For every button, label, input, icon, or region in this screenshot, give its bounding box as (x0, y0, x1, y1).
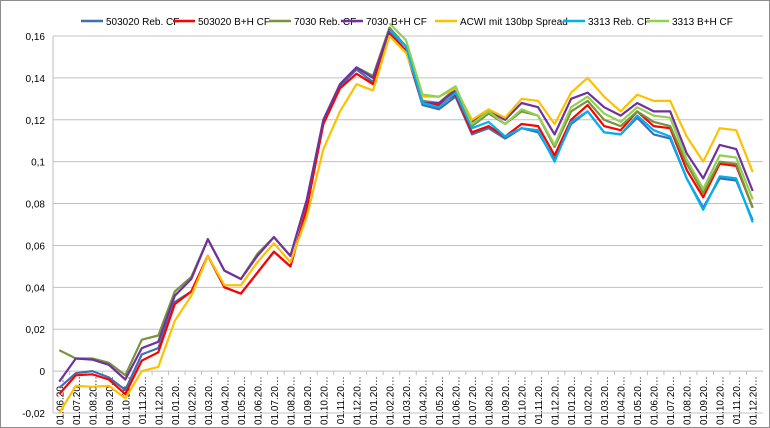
legend-item: ACWI mit 130bp Spread (435, 17, 568, 28)
legend-item: 3313 B+H CF (647, 17, 733, 28)
x-tick-label: 01.10.20… (716, 376, 727, 425)
x-tick-label: 01.12.20… (154, 376, 165, 425)
legend: 503020 Reb. CF 503020 B+H CF 7030 Reb. CF 7… (81, 17, 733, 28)
x-tick-label: 01.06.20… (650, 376, 661, 425)
x-tick-label: 01.04.20… (617, 376, 628, 425)
x-tick-label: 01.05.20… (633, 376, 644, 425)
x-tick-label: 01.02.20… (584, 376, 595, 425)
series-line-2 (58, 26, 754, 377)
x-tick-label: 01.01.20… (171, 376, 182, 425)
x-axis-ticks: 01.06.20… 01.07.20… 01.08.20… 01.09.20… 01.1… (52, 371, 760, 425)
legend-item: 7030 Reb. CF (269, 17, 356, 28)
x-tick-label: 01.03.20… (600, 376, 611, 425)
x-tick-label: 01.07.20… (468, 376, 479, 425)
series-line-4 (58, 34, 754, 414)
legend-label: 7030 B+H CF (366, 17, 427, 28)
y-axis-ticks: -0,02 0 0,02 0,04 0,06 0,08 0,1 0,12 0,14 0,16 (22, 32, 45, 420)
legend-label: 503020 Reb. CF (106, 17, 179, 28)
series-line-6 (388, 22, 754, 200)
x-tick-label: 01.12.20… (749, 376, 760, 425)
x-tick-label: 01.10.20… (518, 376, 529, 425)
x-tick-label: 01.07.20… (666, 376, 677, 425)
x-tick-label: 01.09.20… (699, 376, 710, 425)
x-tick-label: 01.10.20… (319, 376, 330, 425)
y-tick-label: 0,14 (26, 74, 46, 85)
x-tick-label: 01.08.20… (88, 376, 99, 425)
x-tick-label: 01.08.20… (286, 376, 297, 425)
legend-label: 3313 Reb. CF (588, 17, 650, 28)
x-tick-label: 01.09.20… (501, 376, 512, 425)
x-tick-label: 01.04.20… (419, 376, 430, 425)
y-tick-label: -0,02 (22, 409, 45, 420)
legend-label: 3313 B+H CF (672, 17, 733, 28)
legend-item: 3313 Reb. CF (563, 17, 650, 28)
x-tick-label: 01.12.20… (352, 376, 363, 425)
series-line-5 (388, 28, 754, 223)
x-tick-label: 01.08.20… (683, 376, 694, 425)
x-tick-label: 01.07.20… (72, 376, 83, 425)
x-tick-label: 01.12.20… (551, 376, 562, 425)
x-tick-label: 01.11.20… (336, 376, 347, 424)
x-tick-label: 01.02.20… (187, 376, 198, 425)
x-tick-label: 01.03.20… (402, 376, 413, 425)
x-tick-label: 01.06.20… (452, 376, 463, 425)
y-tick-label: 0,16 (26, 32, 46, 43)
legend-label: 7030 Reb. CF (294, 17, 356, 28)
x-tick-label: 01.05.20… (435, 376, 446, 425)
x-tick-label: 01.05.20… (237, 376, 248, 425)
x-tick-label: 01.07.20… (270, 376, 281, 425)
y-tick-label: 0,06 (26, 241, 46, 252)
x-tick-label: 01.11.20… (732, 376, 743, 424)
x-tick-label: 01.09.20… (105, 376, 116, 425)
x-tick-label: 01.08.20… (485, 376, 496, 425)
y-tick-label: 0,02 (26, 325, 46, 336)
x-tick-label: 01.11.20… (534, 376, 545, 424)
y-tick-label: 0 (39, 367, 45, 378)
legend-label: ACWI mit 130bp Spread (460, 17, 568, 28)
y-tick-label: 0,08 (26, 200, 46, 211)
x-tick-label: 01.01.20… (567, 376, 578, 425)
x-tick-label: 01.10.20… (121, 376, 132, 425)
x-tick-label: 01.06.20… (55, 376, 66, 425)
x-tick-label: 01.02.20… (385, 376, 396, 425)
y-tick-label: 0,04 (26, 283, 46, 294)
series-line-1 (58, 32, 754, 396)
x-tick-label: 01.09.20… (303, 376, 314, 425)
legend-item: 503020 Reb. CF (81, 17, 179, 28)
x-tick-label: 01.04.20… (220, 376, 231, 425)
x-tick-label: 01.03.20… (204, 376, 215, 425)
y-tick-label: 0,12 (26, 116, 46, 127)
series-lines (58, 22, 754, 414)
legend-item: 7030 B+H CF (341, 17, 427, 28)
legend-item: 503020 B+H CF (173, 17, 270, 28)
y-tick-label: 0,1 (31, 158, 45, 169)
x-tick-label: 01.11.20… (138, 376, 149, 424)
gridlines (52, 35, 763, 414)
x-tick-label: 01.06.20… (253, 376, 264, 425)
x-tick-label: 01.01.20… (369, 376, 380, 425)
legend-label: 503020 B+H CF (198, 17, 270, 28)
